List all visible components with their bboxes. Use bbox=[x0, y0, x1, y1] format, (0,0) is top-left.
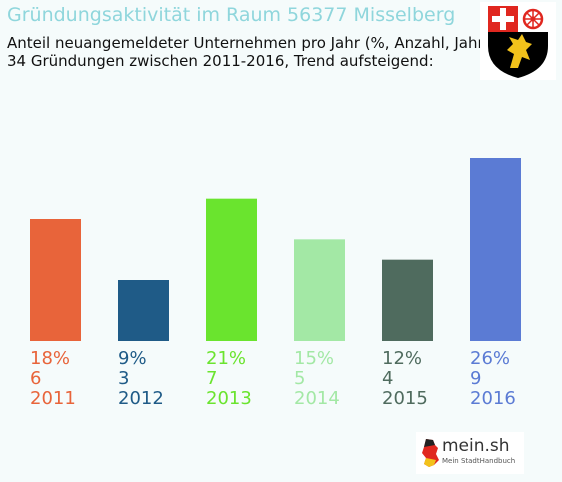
bar-2012 bbox=[118, 280, 169, 341]
bar-2015 bbox=[382, 259, 433, 341]
subtitle-line-2: 34 Gründungen zwischen 2011-2016, Trend … bbox=[7, 52, 434, 70]
count-label-2013: 7 bbox=[206, 368, 217, 389]
chart-subtitle: Anteil neuangemeldeter Unternehmen pro J… bbox=[7, 34, 490, 70]
count-label-2014: 5 bbox=[294, 368, 305, 389]
year-label-2015: 2015 bbox=[382, 388, 428, 409]
percent-label-2014: 15% bbox=[294, 348, 334, 369]
percent-label-2013: 21% bbox=[206, 348, 246, 369]
subtitle-line-1: Anteil neuangemeldeter Unternehmen pro J… bbox=[7, 34, 490, 52]
count-label-2016: 9 bbox=[470, 368, 481, 389]
bar-2013 bbox=[206, 198, 257, 341]
year-label-2011: 2011 bbox=[30, 388, 76, 409]
germany-map-icon bbox=[422, 439, 439, 467]
percent-label-2015: 12% bbox=[382, 348, 422, 369]
count-label-2011: 6 bbox=[30, 368, 41, 389]
logo-text: mein.sh bbox=[442, 436, 510, 456]
year-label-2012: 2012 bbox=[118, 388, 164, 409]
bar-2016 bbox=[470, 158, 521, 341]
count-label-2012: 3 bbox=[118, 368, 129, 389]
logo-subtitle: Mein StadtHandbuch bbox=[442, 457, 516, 465]
year-label-2016: 2016 bbox=[470, 388, 516, 409]
count-label-2015: 4 bbox=[382, 368, 393, 389]
percent-label-2016: 26% bbox=[470, 348, 510, 369]
percent-label-2012: 9% bbox=[118, 348, 147, 369]
year-label-2014: 2014 bbox=[294, 388, 340, 409]
coat-of-arms-icon bbox=[480, 2, 556, 80]
year-label-2013: 2013 bbox=[206, 388, 252, 409]
chart-title: Gründungsaktivität im Raum 56377 Misselb… bbox=[7, 4, 456, 26]
bar-2014 bbox=[294, 239, 345, 341]
bar-2011 bbox=[30, 219, 81, 341]
percent-label-2011: 18% bbox=[30, 348, 70, 369]
mein-sh-logo: mein.sh Mein StadtHandbuch bbox=[416, 432, 524, 474]
